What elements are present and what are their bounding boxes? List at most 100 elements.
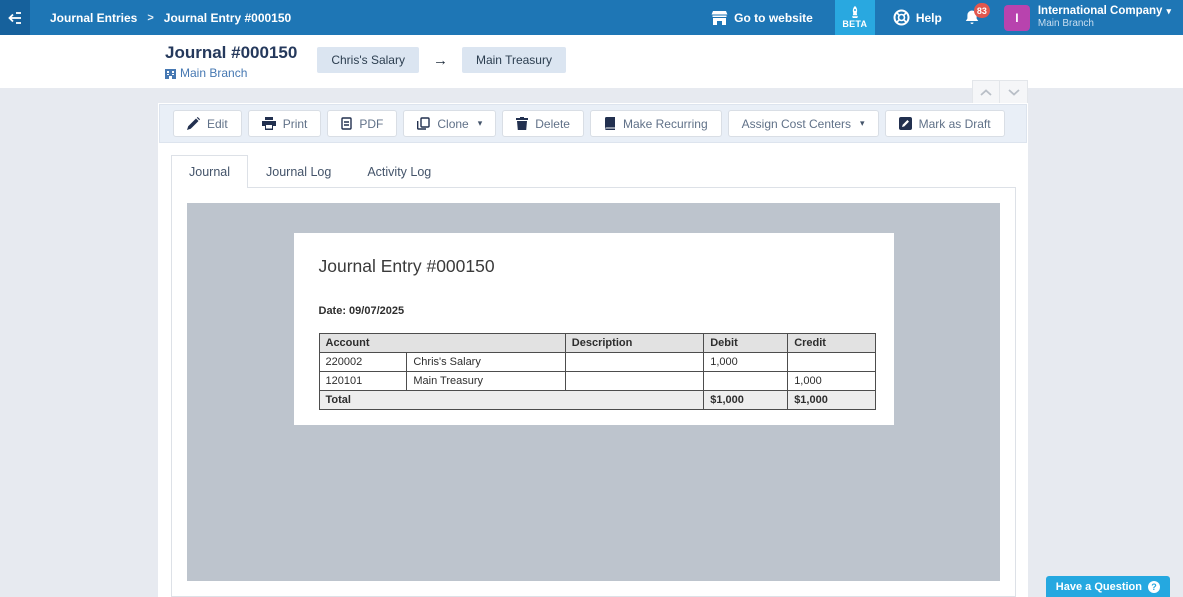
print-label: Print [282, 116, 308, 131]
delete-button[interactable]: Delete [502, 110, 584, 137]
branch-link[interactable]: Main Branch [165, 66, 297, 80]
tab-journal-log[interactable]: Journal Log [266, 165, 332, 179]
description-header: Description [564, 333, 705, 353]
collapse-sidebar-icon [7, 11, 23, 25]
document-icon [341, 117, 353, 130]
recurring-icon [604, 117, 616, 130]
total-debit-cell: $1,000 [703, 390, 789, 410]
draft-icon [898, 117, 912, 130]
question-mark-icon: ? [1148, 580, 1160, 593]
printer-icon [261, 117, 276, 130]
account-code-cell: 120101 [318, 371, 408, 391]
document-date: Date: 09/07/2025 [318, 305, 405, 317]
tab-activity-log[interactable]: Activity Log [367, 165, 432, 179]
account-header: Account [318, 333, 566, 353]
tabs: Journal Journal Log Activity Log [158, 155, 1028, 188]
debit-header: Debit [703, 333, 789, 353]
journal-lines-table: Account Description Debit Credit 220002 … [318, 333, 876, 410]
storefront-icon [711, 10, 728, 25]
chevron-down-icon: ▾ [1166, 6, 1171, 17]
mark-as-draft-button[interactable]: Mark as Draft [884, 110, 1005, 137]
to-account-chip: Main Treasury [461, 47, 566, 73]
branch-label: Main Branch [180, 66, 248, 80]
go-to-website-button[interactable]: Go to website [711, 10, 813, 25]
previous-record-button[interactable] [972, 80, 1000, 105]
chevron-down-icon: ▾ [860, 118, 865, 128]
company-menu[interactable]: I International Company ▾ Main Branch [1003, 4, 1171, 31]
breadcrumb-current: Journal Entry #000150 [163, 10, 292, 25]
document-preview-area: Journal Entry #000150 Date: 09/07/2025 A… [187, 203, 1000, 581]
company-branch: Main Branch [1037, 18, 1094, 30]
make-recurring-button[interactable]: Make Recurring [589, 110, 722, 137]
from-account-chip: Chris's Salary [317, 47, 419, 73]
next-record-button[interactable] [1000, 80, 1028, 105]
debit-cell [703, 371, 789, 391]
credit-header: Credit [787, 333, 876, 353]
chevron-up-icon [980, 89, 992, 96]
company-avatar: I [1003, 4, 1030, 31]
credit-cell: 1,000 [787, 371, 876, 391]
help-button[interactable]: Help [893, 9, 942, 26]
table-total-row: Total $1,000 $1,000 [318, 390, 876, 410]
beta-button[interactable]: BETA [834, 0, 875, 35]
account-name-cell: Main Treasury [406, 371, 566, 391]
header-strip: Journal #000150 Main Branch Chris's Sala… [0, 35, 1183, 105]
debit-cell: 1,000 [703, 352, 789, 372]
clone-label: Clone [437, 116, 469, 131]
notification-badge: 83 [973, 3, 990, 18]
pdf-label: PDF [359, 116, 384, 131]
total-label-cell: Total [318, 390, 705, 410]
delete-label: Delete [535, 116, 570, 131]
have-a-question-label: Have a Question [1055, 580, 1142, 593]
chevron-down-icon: ▾ [477, 118, 483, 128]
journal-card: Edit Print PDF Clone ▾ [158, 103, 1028, 597]
document-title: Journal Entry #000150 [318, 256, 495, 276]
tab-journal[interactable]: Journal [171, 155, 248, 188]
description-cell [564, 352, 705, 372]
print-button[interactable]: Print [247, 110, 322, 137]
topbar-right: Go to website BETA [711, 0, 1183, 35]
edit-button[interactable]: Edit [173, 110, 242, 137]
account-code-cell: 220002 [318, 352, 408, 372]
table-header-row: Account Description Debit Credit [318, 333, 876, 353]
arrow-right-icon: → [432, 51, 448, 69]
assign-cost-centers-label: Assign Cost Centers [741, 116, 852, 131]
make-recurring-label: Make Recurring [622, 116, 708, 131]
copy-icon [417, 117, 431, 130]
breadcrumb-journal-entries[interactable]: Journal Entries [50, 10, 138, 25]
action-toolbar: Edit Print PDF Clone ▾ [159, 104, 1027, 143]
clone-button[interactable]: Clone ▾ [403, 110, 497, 137]
edit-label: Edit [207, 116, 228, 131]
table-row: 220002 Chris's Salary 1,000 [318, 352, 876, 372]
life-ring-icon [893, 9, 910, 26]
rocket-icon [849, 6, 861, 19]
collapse-sidebar-button[interactable] [0, 0, 30, 35]
go-to-website-label: Go to website [734, 10, 813, 25]
page-title: Journal #000150 [165, 43, 298, 62]
company-name: International Company ▾ [1037, 5, 1171, 18]
trash-icon [516, 117, 529, 130]
account-flow: Chris's Salary → Main Treasury [317, 47, 566, 73]
total-credit-cell: $1,000 [787, 390, 876, 410]
topbar: Journal Entries > Journal Entry #000150 … [0, 0, 1183, 35]
header-inner: Journal #000150 Main Branch Chris's Sala… [0, 35, 1183, 80]
title-block: Journal #000150 Main Branch [165, 43, 297, 80]
chevron-down-icon [1007, 89, 1020, 96]
breadcrumb: Journal Entries > Journal Entry #000150 [50, 11, 291, 25]
mark-as-draft-label: Mark as Draft [918, 116, 991, 131]
pdf-button[interactable]: PDF [327, 110, 398, 137]
help-label: Help [915, 10, 942, 25]
have-a-question-button[interactable]: Have a Question ? [1045, 576, 1170, 597]
company-texts: International Company ▾ Main Branch [1038, 5, 1171, 30]
credit-cell [787, 352, 876, 372]
notifications-button[interactable]: 83 [964, 3, 990, 26]
pencil-icon [187, 117, 200, 130]
description-cell [564, 371, 705, 391]
building-icon [165, 68, 176, 79]
assign-cost-centers-button[interactable]: Assign Cost Centers ▾ [727, 110, 879, 137]
beta-label: BETA [842, 19, 868, 29]
journal-document-page: Journal Entry #000150 Date: 09/07/2025 A… [293, 233, 894, 425]
breadcrumb-separator: > [147, 11, 154, 24]
record-pager [972, 80, 1028, 105]
